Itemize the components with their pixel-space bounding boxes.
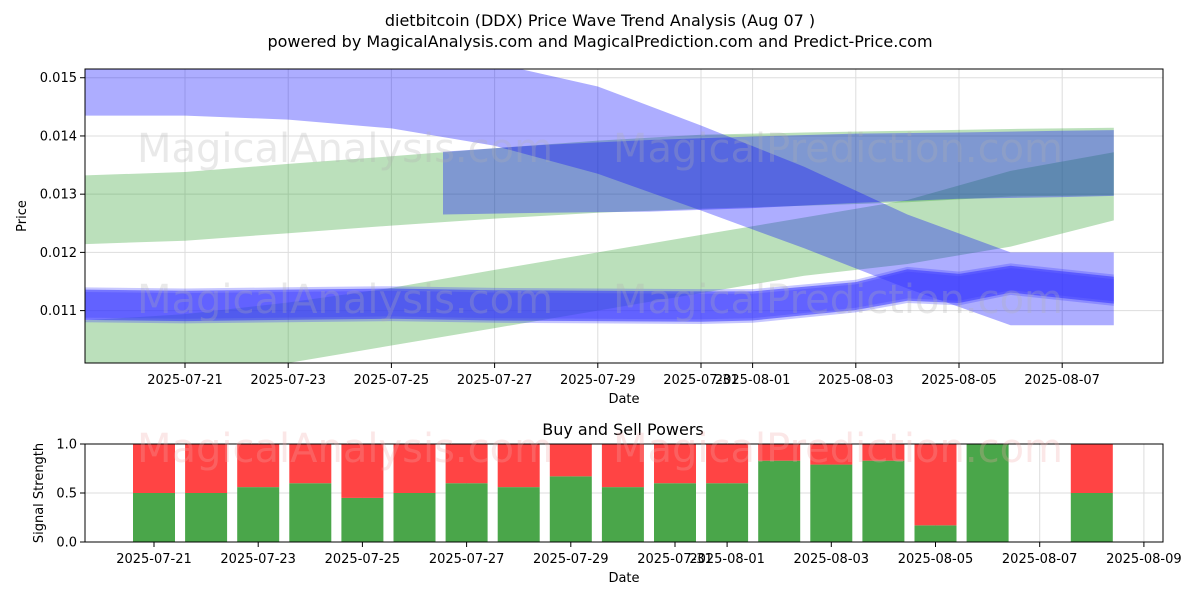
sell-bar bbox=[758, 444, 801, 461]
buy-bar bbox=[758, 460, 801, 542]
buy-bar bbox=[914, 525, 957, 542]
signal-x-tick-label: 2025-08-07 bbox=[1002, 552, 1078, 567]
sell-bar bbox=[706, 444, 749, 484]
signal-y-tick-label: 0.0 bbox=[56, 536, 77, 551]
price-wave-band bbox=[85, 268, 1114, 324]
price-x-tick-label: 2025-07-25 bbox=[354, 373, 430, 388]
sell-bar bbox=[185, 444, 228, 493]
price-x-tick-label: 2025-07-31 bbox=[663, 373, 739, 388]
price-x-tick-label: 2025-08-01 bbox=[715, 373, 791, 388]
sell-bar bbox=[601, 444, 644, 488]
bottom-chart-title: Buy and Sell Powers bbox=[542, 420, 704, 439]
sell-bar bbox=[862, 444, 905, 461]
price-tick-labels: 2025-07-21 2025-07-23 2025-07-25 2025-07-27… bbox=[40, 71, 1100, 388]
price-y-tick-label: 0.012 bbox=[40, 246, 77, 261]
price-band-blue bbox=[85, 69, 1114, 326]
signal-x-tick-label: 2025-07-21 bbox=[116, 552, 192, 567]
buy-bar bbox=[497, 487, 540, 542]
sell-bar bbox=[445, 444, 488, 484]
watermark-analysis: MagicalAnalysis.com bbox=[137, 126, 553, 172]
sell-bar bbox=[914, 444, 957, 526]
watermark-prediction-3: MagicalPrediction.com bbox=[613, 426, 1063, 472]
buy-bar bbox=[601, 487, 644, 542]
price-bands bbox=[85, 69, 1114, 363]
sell-bar bbox=[654, 444, 696, 484]
buy-bar bbox=[862, 460, 905, 542]
buy-bar bbox=[289, 483, 332, 542]
sell-bar bbox=[497, 444, 540, 488]
signal-x-tick-label: 2025-07-27 bbox=[429, 552, 505, 567]
signal-x-tick-label: 2025-08-01 bbox=[689, 552, 765, 567]
price-x-tick-label: 2025-08-05 bbox=[921, 373, 997, 388]
price-y-tick-label: 0.015 bbox=[40, 71, 77, 86]
signal-plot-area bbox=[133, 444, 1113, 542]
signal-x-tick-label: 2025-07-23 bbox=[220, 552, 296, 567]
signal-x-axis-label: Date bbox=[608, 571, 639, 586]
sell-bar bbox=[133, 444, 175, 493]
sell-bar bbox=[1070, 444, 1113, 493]
price-y-tick-label: 0.011 bbox=[40, 304, 77, 319]
buy-bar bbox=[1070, 493, 1113, 542]
signal-x-tick-label: 2025-08-09 bbox=[1106, 552, 1182, 567]
price-x-axis-label: Date bbox=[608, 392, 639, 407]
sell-bar bbox=[810, 444, 853, 465]
buy-bar bbox=[549, 476, 592, 542]
sell-bar bbox=[393, 444, 436, 493]
sell-bar bbox=[289, 444, 332, 484]
price-x-tick-label: 2025-07-27 bbox=[457, 373, 533, 388]
price-band-green bbox=[85, 127, 1114, 245]
price-wave-band bbox=[85, 265, 1114, 322]
buy-bar bbox=[706, 483, 749, 542]
watermark-analysis-2: MagicalAnalysis.com bbox=[137, 277, 553, 323]
chart-title: dietbitcoin (DDX) Price Wave Trend Analy… bbox=[385, 11, 815, 30]
buy-bar bbox=[654, 483, 696, 542]
price-x-tick-label: 2025-07-21 bbox=[147, 373, 223, 388]
buy-bar bbox=[341, 497, 384, 542]
signal-x-tick-label: 2025-07-29 bbox=[533, 552, 609, 567]
price-y-axis-label: Price bbox=[15, 200, 30, 232]
buy-bar bbox=[445, 483, 488, 542]
watermark-prediction: MagicalPrediction.com bbox=[613, 126, 1063, 172]
price-y-tick-label: 0.014 bbox=[40, 129, 77, 144]
price-x-tick-label: 2025-08-07 bbox=[1024, 373, 1100, 388]
watermark-analysis-3: MagicalAnalysis.com bbox=[137, 426, 553, 472]
price-x-tick-label: 2025-07-29 bbox=[560, 373, 636, 388]
price-wave-band bbox=[85, 263, 1114, 320]
buy-bar bbox=[393, 493, 436, 542]
price-axes-frame bbox=[84, 68, 1164, 364]
signal-tick-labels: 2025-07-21 2025-07-23 2025-07-25 2025-07-27… bbox=[56, 438, 1181, 568]
price-plot-area bbox=[85, 69, 1114, 363]
buy-bar bbox=[133, 493, 175, 542]
price-x-tick-label: 2025-08-03 bbox=[818, 373, 894, 388]
buy-bar bbox=[185, 493, 228, 542]
signal-x-tick-label: 2025-08-05 bbox=[898, 552, 974, 567]
price-band-blue bbox=[443, 130, 1114, 215]
chart-subtitle: powered by MagicalAnalysis.com and Magic… bbox=[267, 32, 932, 51]
signal-y-tick-label: 0.5 bbox=[56, 487, 77, 502]
signal-x-tick-label: 2025-07-31 bbox=[637, 552, 713, 567]
watermark-prediction-2: MagicalPrediction.com bbox=[613, 277, 1063, 323]
buy-bar bbox=[810, 464, 853, 542]
sell-bar bbox=[341, 444, 384, 498]
buy-bar bbox=[966, 444, 1009, 542]
sell-bar bbox=[237, 444, 280, 488]
price-y-tick-label: 0.013 bbox=[40, 188, 77, 203]
price-x-tick-label: 2025-07-23 bbox=[250, 373, 326, 388]
sell-bar bbox=[549, 444, 592, 477]
signal-x-tick-label: 2025-07-25 bbox=[325, 552, 401, 567]
signal-y-tick-label: 1.0 bbox=[56, 438, 77, 453]
signal-y-axis-label: Signal Strength bbox=[32, 443, 47, 543]
signal-x-tick-label: 2025-08-03 bbox=[794, 552, 870, 567]
buy-bar bbox=[237, 487, 280, 542]
